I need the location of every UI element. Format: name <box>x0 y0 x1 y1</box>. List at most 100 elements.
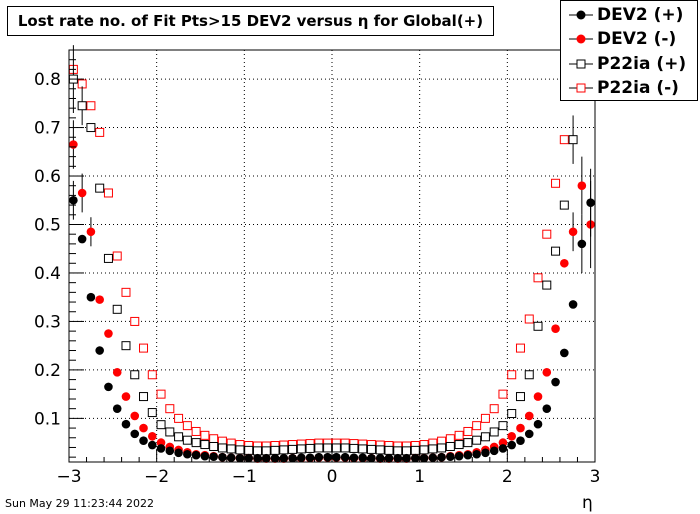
point-p22ia <box>147 408 157 418</box>
point-dev2 <box>340 452 350 462</box>
legend-label-p22ia-plus: P22ia (+) <box>597 54 687 74</box>
point-p22ia <box>524 370 534 380</box>
point-dev2 <box>156 444 166 453</box>
point-dev2 <box>498 444 508 453</box>
point-p22ia <box>480 432 490 442</box>
point-p22ia <box>472 435 482 445</box>
point-dev2 <box>524 429 534 439</box>
point-dev2 <box>568 300 578 309</box>
point-dev2 <box>533 392 543 401</box>
point-p22ia <box>217 443 227 453</box>
point-dev2 <box>323 452 332 462</box>
point-dev2 <box>402 453 411 463</box>
point-p22ia <box>507 409 517 419</box>
point-dev2 <box>560 258 569 268</box>
point-p22ia <box>419 445 429 455</box>
point-dev2 <box>130 429 140 439</box>
point-dev2 <box>305 453 315 462</box>
point-p22ia <box>77 101 87 111</box>
point-p22ia <box>191 438 201 448</box>
point-dev2 <box>235 453 245 463</box>
point-p22ia <box>165 427 175 437</box>
point-p22ia <box>209 441 219 451</box>
point-dev2 <box>147 432 157 441</box>
point-dev2 <box>86 292 96 302</box>
y-tick-label: 0.3 <box>34 312 61 332</box>
point-p22ia <box>349 443 359 453</box>
point-p22ia <box>445 434 455 444</box>
point-p22ia <box>428 444 438 454</box>
point-dev2 <box>560 348 569 358</box>
point-dev2 <box>200 451 210 461</box>
point-dev2 <box>507 440 517 450</box>
legend: DEV2 (+) DEV2 (-) P22ia (+) P22ia (-) <box>560 0 698 101</box>
point-p22ia <box>463 438 473 448</box>
point-p22ia <box>410 445 420 455</box>
point-p22ia <box>498 389 508 399</box>
y-tick-label: 0.5 <box>34 215 61 235</box>
y-tick-label: 0.8 <box>34 70 61 90</box>
point-dev2 <box>77 188 87 198</box>
point-dev2 <box>551 377 560 387</box>
point-p22ia <box>463 426 473 436</box>
point-dev2 <box>139 436 148 445</box>
x-tick-label: 1 <box>414 467 425 487</box>
point-p22ia <box>454 430 464 440</box>
point-dev2 <box>551 324 560 334</box>
point-dev2 <box>577 181 587 191</box>
point-p22ia <box>314 443 324 453</box>
x-tick-label: −3 <box>56 467 81 487</box>
point-p22ia <box>86 123 96 133</box>
point-p22ia <box>191 426 201 436</box>
point-p22ia <box>559 200 569 210</box>
point-p22ia <box>515 343 525 353</box>
point-p22ia <box>524 314 534 324</box>
point-dev2 <box>191 450 201 460</box>
point-dev2 <box>218 452 227 462</box>
point-p22ia <box>226 444 236 454</box>
point-p22ia <box>270 445 280 455</box>
legend-label-p22ia-minus: P22ia (-) <box>597 78 679 98</box>
point-dev2 <box>332 452 341 462</box>
point-dev2 <box>507 432 517 441</box>
point-dev2 <box>516 436 525 445</box>
point-p22ia <box>182 435 192 445</box>
legend-item-p22ia-plus: P22ia (+) <box>561 52 697 76</box>
x-tick-label: −1 <box>232 467 257 487</box>
point-p22ia <box>244 445 254 455</box>
point-dev2 <box>516 423 525 433</box>
point-dev2 <box>410 453 420 463</box>
point-p22ia <box>551 246 561 256</box>
y-tick-label: 0.4 <box>34 264 61 284</box>
point-dev2 <box>139 423 148 433</box>
point-p22ia <box>498 421 508 431</box>
point-dev2 <box>104 382 113 392</box>
point-p22ia <box>331 443 341 453</box>
point-p22ia <box>252 446 262 456</box>
point-dev2 <box>349 453 359 462</box>
point-dev2 <box>270 453 280 463</box>
legend-item-dev2-plus: DEV2 (+) <box>561 3 697 27</box>
point-p22ia <box>568 135 578 145</box>
point-dev2 <box>174 448 183 458</box>
point-p22ia <box>551 178 561 188</box>
legend-marker-p22ia-plus <box>569 59 593 69</box>
point-p22ia <box>340 443 350 453</box>
point-dev2 <box>147 440 157 450</box>
point-dev2 <box>279 453 289 463</box>
point-p22ia <box>200 440 210 450</box>
point-p22ia <box>454 440 464 450</box>
chart-title: Lost rate no. of Fit Pts>15 DEV2 versus … <box>17 12 484 30</box>
point-p22ia <box>489 427 499 437</box>
x-tick-label: −2 <box>144 467 169 487</box>
point-dev2 <box>121 419 131 429</box>
point-p22ia <box>130 316 140 326</box>
point-dev2 <box>288 453 297 463</box>
point-p22ia <box>165 404 175 414</box>
y-tick-label: 0.1 <box>34 409 61 429</box>
x-tick-label: 2 <box>502 467 513 487</box>
legend-item-dev2-minus: DEV2 (-) <box>561 27 697 51</box>
point-p22ia <box>296 444 306 454</box>
point-p22ia <box>489 404 499 414</box>
point-p22ia <box>402 446 412 456</box>
